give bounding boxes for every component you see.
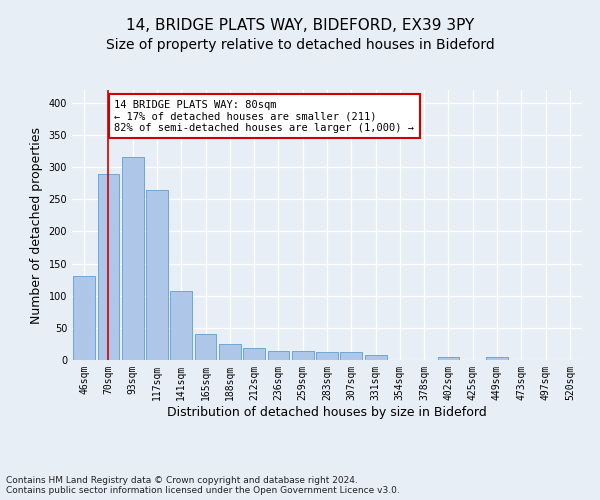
Text: 14, BRIDGE PLATS WAY, BIDEFORD, EX39 3PY: 14, BRIDGE PLATS WAY, BIDEFORD, EX39 3PY <box>126 18 474 32</box>
Text: Contains HM Land Registry data © Crown copyright and database right 2024.
Contai: Contains HM Land Registry data © Crown c… <box>6 476 400 495</box>
Text: 14 BRIDGE PLATS WAY: 80sqm
← 17% of detached houses are smaller (211)
82% of sem: 14 BRIDGE PLATS WAY: 80sqm ← 17% of deta… <box>115 100 415 133</box>
Bar <box>194 334 217 360</box>
X-axis label: Distribution of detached houses by size in Bideford: Distribution of detached houses by size … <box>167 406 487 418</box>
Y-axis label: Number of detached properties: Number of detached properties <box>30 126 43 324</box>
Bar <box>146 190 168 360</box>
Bar <box>365 355 386 360</box>
Bar <box>292 351 314 360</box>
Bar <box>97 174 119 360</box>
Bar <box>122 158 143 360</box>
Text: Size of property relative to detached houses in Bideford: Size of property relative to detached ho… <box>106 38 494 52</box>
Bar <box>170 290 192 360</box>
Bar <box>268 351 289 360</box>
Bar <box>316 352 338 360</box>
Bar <box>219 344 241 360</box>
Bar <box>437 357 460 360</box>
Bar <box>73 276 95 360</box>
Bar <box>243 348 265 360</box>
Bar <box>486 357 508 360</box>
Bar <box>340 352 362 360</box>
